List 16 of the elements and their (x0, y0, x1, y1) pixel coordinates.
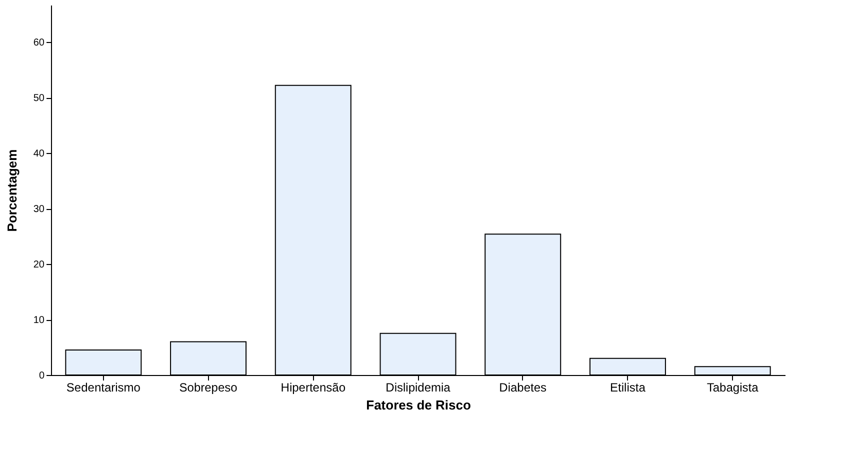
y-tick-label: 50 (33, 93, 45, 104)
x-tick-label: Sobrepeso (179, 380, 238, 394)
y-tick-label: 30 (33, 204, 45, 216)
y-tick-label: 60 (33, 38, 45, 49)
y-tick-label: 10 (33, 315, 45, 326)
y-axis-title: Porcentagem (4, 149, 20, 232)
x-tick-label: Etilista (610, 380, 646, 394)
y-tick-label: 20 (33, 260, 45, 271)
y-tick-label: 40 (33, 148, 45, 160)
x-tick-label: Sedentarismo (66, 380, 141, 394)
x-tick-label: Tabagista (706, 380, 759, 394)
x-axis-title: Fatores de Risco (366, 398, 471, 412)
x-tick-label: Hipertensão (280, 380, 346, 394)
x-tick-label: Diabetes (499, 380, 547, 394)
x-tick-label: Dislipidemia (386, 380, 451, 394)
y-tick-label: 0 (38, 370, 45, 382)
